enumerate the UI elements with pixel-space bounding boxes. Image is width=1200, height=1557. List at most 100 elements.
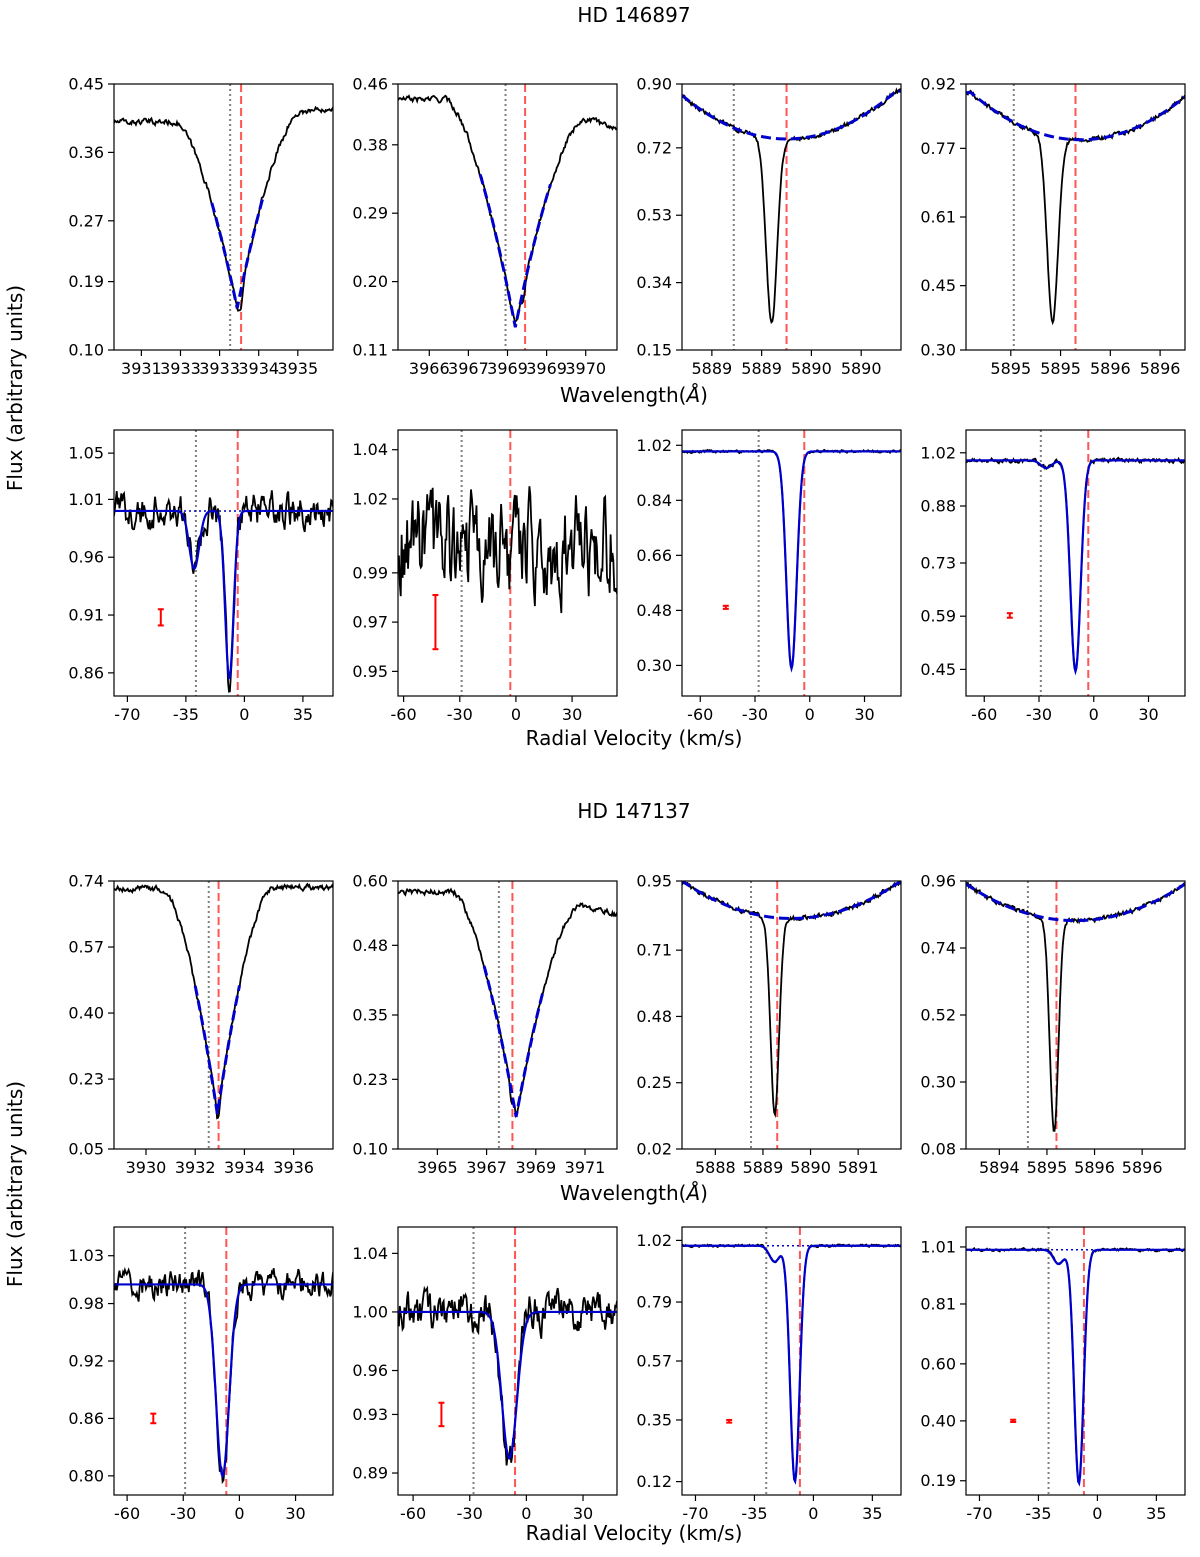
y-tick-label: 0.23 xyxy=(352,1070,388,1089)
plot-area xyxy=(398,430,617,696)
y-tick-label: 1.02 xyxy=(920,443,956,462)
x-tick-label: -60 xyxy=(400,1504,426,1523)
panel-r4-c3: -70 -35 0 35 0.12 0.35 0.57 0.79 1.02 xyxy=(636,1226,902,1523)
y-tick-label: 0.96 xyxy=(920,872,956,891)
plot-area xyxy=(398,881,617,1149)
y-tick-label: 0.89 xyxy=(352,1464,388,1483)
spectrum-line xyxy=(398,887,617,1119)
x-tick-label: -35 xyxy=(1025,1504,1051,1523)
normalized-spectrum-line xyxy=(682,448,901,669)
continuum-fit-line xyxy=(193,985,241,1115)
x-tick-label: 3971 xyxy=(565,1158,606,1177)
x-tick-label: 3966 xyxy=(409,359,450,378)
y-tick-label: 0.96 xyxy=(68,548,104,567)
x-tick-label: 3934 xyxy=(238,359,279,378)
y-tick-label: 0.74 xyxy=(920,939,956,958)
absorption-fit-line xyxy=(114,1283,333,1479)
x-tick-label: 3967 xyxy=(466,1158,507,1177)
y-tick-label: 0.99 xyxy=(352,563,388,582)
normalized-spectrum-line xyxy=(398,486,617,614)
y-tick-label: 1.03 xyxy=(68,1246,104,1265)
x-tick-label: 3935 xyxy=(277,359,318,378)
plot-area xyxy=(966,881,1185,1149)
panel-frame xyxy=(681,880,902,1150)
x-tick-label: 30 xyxy=(1138,705,1158,724)
y-tick-label: 0.88 xyxy=(920,497,956,516)
x-tick-label: 30 xyxy=(573,1504,593,1523)
panel-frame xyxy=(113,880,334,1150)
normalized-spectrum-line xyxy=(398,1285,617,1466)
continuum-fit-line xyxy=(482,965,545,1118)
y-tick-label: 0.77 xyxy=(920,139,956,158)
y-tick-label: 0.20 xyxy=(352,272,388,291)
y-tick-label: 0.61 xyxy=(920,208,956,227)
x-tick-label: 5895 xyxy=(1027,1158,1068,1177)
panel-r3-c3: 5888 5889 5890 5891 0.02 0.25 0.48 0.71 0.95 xyxy=(636,872,902,1177)
y-tick-label: 0.40 xyxy=(68,1004,104,1023)
x-tick-label: 5890 xyxy=(790,1158,831,1177)
y-tick-label: 0.40 xyxy=(920,1411,956,1430)
x-tick-label: -60 xyxy=(391,705,417,724)
panel-r4-c2: -60 -30 0 30 0.89 0.93 0.96 1.00 1.04 xyxy=(352,1226,618,1523)
y-tick-label: 0.84 xyxy=(636,491,672,510)
y-tick-label: 0.48 xyxy=(636,601,672,620)
x-tick-label: 0 xyxy=(521,1504,531,1523)
x-tick-label: 3967 xyxy=(448,359,489,378)
x-tick-label: 5889 xyxy=(692,359,733,378)
y-tick-label: 0.30 xyxy=(920,341,956,360)
y-tick-label: 0.71 xyxy=(636,941,672,960)
y-tick-label: 0.10 xyxy=(68,341,104,360)
panel-r2-c4: -60 -30 0 30 0.45 0.59 0.73 0.88 1.02 xyxy=(920,429,1186,724)
x-tick-label: 5889 xyxy=(743,1158,784,1177)
x-tick-label: 0 xyxy=(234,1504,244,1523)
y-tick-label: 0.35 xyxy=(636,1410,672,1429)
y-tick-label: 0.92 xyxy=(920,75,956,94)
panel-frame xyxy=(397,429,618,697)
y-tick-label: 0.66 xyxy=(636,546,672,565)
y-tick-label: 0.60 xyxy=(352,872,388,891)
y-tick-label: 0.45 xyxy=(920,660,956,679)
y-tick-label: 0.86 xyxy=(68,1409,104,1428)
panel-frame xyxy=(681,429,902,697)
panel-frame xyxy=(965,1226,1186,1496)
spectrum-line xyxy=(682,881,901,1119)
y-axis-label-2: Flux (arbitrary units) xyxy=(3,1081,27,1287)
y-tick-label: 0.02 xyxy=(636,1140,672,1159)
x-tick-label: 0 xyxy=(1089,705,1099,724)
continuum-fit-line xyxy=(966,882,1185,923)
y-tick-label: 0.48 xyxy=(636,1007,672,1026)
panel-frame xyxy=(965,429,1186,697)
y-tick-label: 0.08 xyxy=(920,1140,956,1159)
y-tick-label: 0.29 xyxy=(352,204,388,223)
y-tick-label: 0.73 xyxy=(920,554,956,573)
y-tick-label: 1.01 xyxy=(68,490,104,509)
x-tick-label: 5896 xyxy=(1140,359,1181,378)
star-title-1: HD 146897 xyxy=(577,3,690,27)
x-tick-label: -30 xyxy=(1026,705,1052,724)
x-tick-label: -30 xyxy=(457,1504,483,1523)
x-tick-label: -70 xyxy=(966,1504,992,1523)
panel-r1-c4: 5895 5895 5896 5896 0.30 0.45 0.61 0.77 0.92 xyxy=(920,75,1186,378)
x-tick-label: 0 xyxy=(808,1504,818,1523)
y-tick-label: 0.12 xyxy=(636,1472,672,1491)
x-tick-label: 0 xyxy=(239,705,249,724)
y-tick-label: 0.86 xyxy=(68,663,104,682)
x-tick-label: 5888 xyxy=(695,1158,736,1177)
panel-frame xyxy=(113,83,334,351)
y-tick-label: 0.57 xyxy=(636,1352,672,1371)
spectrum-line xyxy=(114,882,333,1120)
absorption-fit-line xyxy=(114,509,333,680)
y-tick-label: 0.95 xyxy=(352,662,388,681)
y-tick-label: 0.92 xyxy=(68,1352,104,1371)
x-tick-label: 3932 xyxy=(175,1158,216,1177)
panel-frame xyxy=(397,83,618,351)
x-tick-label: 35 xyxy=(862,1504,882,1523)
y-tick-label: 0.79 xyxy=(636,1293,672,1312)
continuum-fit-line xyxy=(966,91,1185,142)
y-tick-label: 0.30 xyxy=(920,1073,956,1092)
x-axis-label-velocity-2: Radial Velocity (km/s) xyxy=(526,1521,743,1545)
panel-r3-c4: 5894 5895 5896 5896 0.08 0.30 0.52 0.74 0.96 xyxy=(920,872,1186,1177)
panel-r4-c1: -60 -30 0 30 0.80 0.86 0.92 0.98 1.03 xyxy=(68,1226,334,1523)
y-tick-label: 0.60 xyxy=(920,1354,956,1373)
x-tick-label: 5896 xyxy=(1122,1158,1163,1177)
